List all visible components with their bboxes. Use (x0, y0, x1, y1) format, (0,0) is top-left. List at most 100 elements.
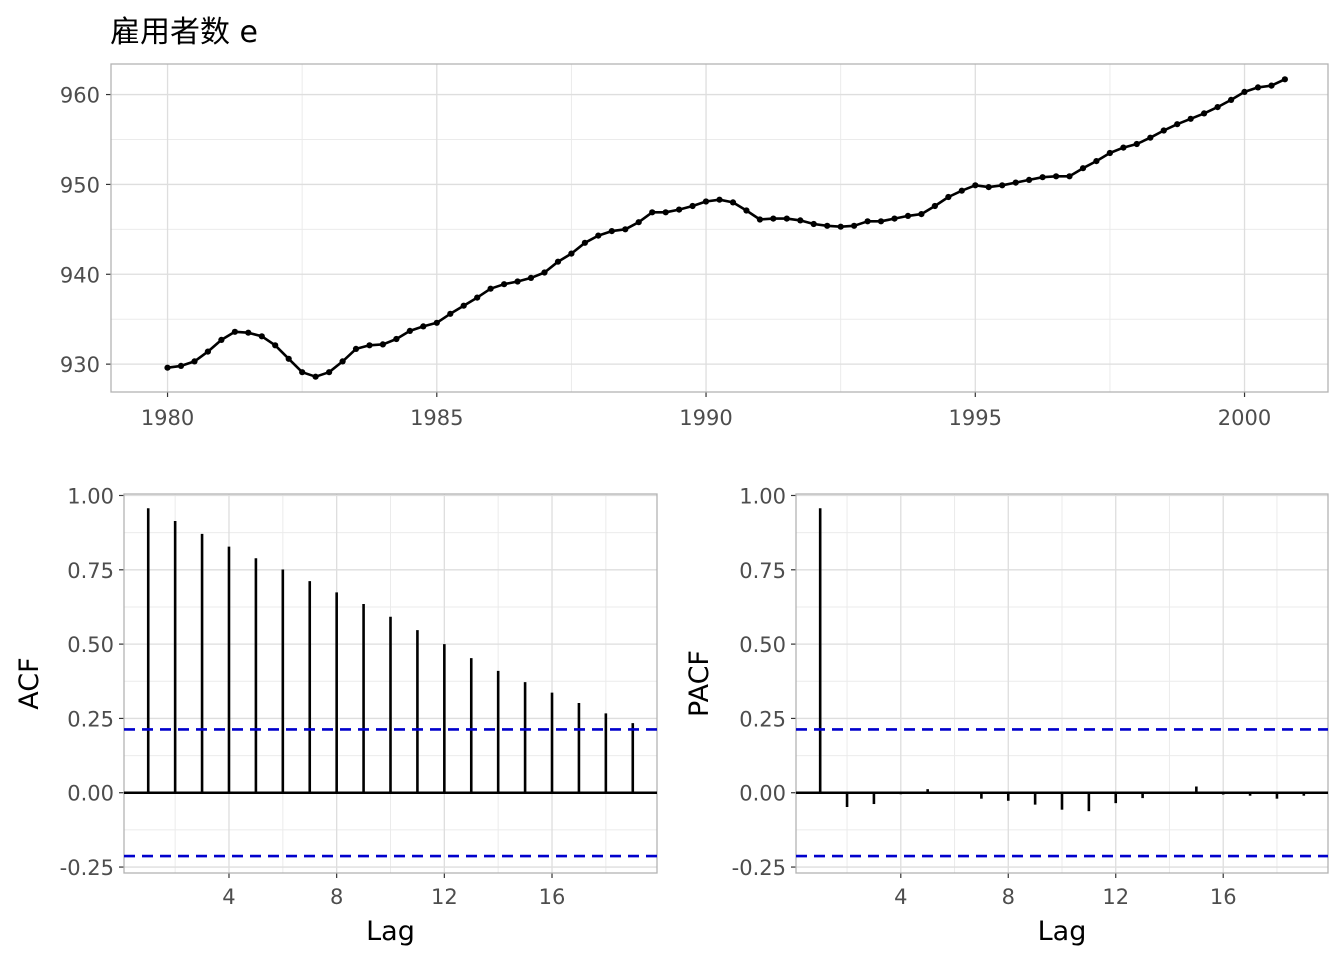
data-point (245, 329, 252, 336)
y-tick-label: 0.75 (67, 559, 114, 583)
data-point (689, 202, 696, 210)
data-point (608, 228, 615, 235)
data-point (1241, 88, 1248, 95)
panel-border (110, 63, 1329, 393)
data-point (783, 215, 790, 222)
data-point (999, 182, 1006, 189)
data-point (622, 226, 629, 233)
data-point (1120, 144, 1127, 151)
data-point (1268, 82, 1275, 89)
panel-border (795, 493, 1329, 874)
data-point (1093, 158, 1100, 165)
data-point (1012, 179, 1019, 186)
x-tick-label: 12 (431, 885, 458, 909)
data-point (958, 187, 965, 194)
data-point (272, 342, 279, 349)
x-axis-title: Lag (1038, 916, 1087, 947)
data-point (312, 373, 319, 380)
y-tick-label: 0.00 (739, 782, 786, 806)
data-point (918, 211, 925, 218)
data-point (1147, 134, 1154, 141)
data-point (877, 218, 885, 225)
data-point (581, 239, 589, 246)
data-point (1039, 174, 1046, 181)
x-tick-label: 8 (330, 885, 343, 909)
data-point (379, 341, 386, 348)
data-point (810, 220, 817, 228)
x-tick-label: 2000 (1218, 406, 1271, 430)
data-point (366, 342, 373, 349)
data-point (218, 336, 225, 343)
data-point (1133, 140, 1140, 148)
plot-background (111, 64, 1328, 392)
data-point (1228, 96, 1235, 103)
data-point (985, 184, 992, 191)
data-point (1201, 110, 1208, 117)
y-tick-label: 0.50 (67, 633, 114, 657)
data-point (635, 219, 642, 226)
y-tick-label: 0.25 (739, 707, 786, 731)
data-point (527, 274, 535, 281)
acf-panel: 4 8 12 16 -0.25 0.00 0.25 0.50 0.75 1.00 Lag ACF (14, 484, 658, 947)
y-tick-label: 0.00 (67, 782, 114, 806)
data-point (541, 269, 548, 276)
data-point (231, 328, 238, 335)
data-point (406, 327, 413, 334)
y-axis-title: ACF (14, 657, 45, 709)
data-point (204, 348, 211, 355)
y-tick-label: 0.25 (67, 707, 114, 731)
x-tick-label: 1990 (679, 406, 732, 430)
data-point (716, 196, 723, 203)
data-point (1079, 165, 1087, 172)
data-point (676, 206, 683, 213)
data-point (743, 207, 750, 214)
data-point (770, 215, 777, 222)
data-point (164, 364, 171, 371)
data-point (501, 281, 508, 288)
data-point (258, 333, 265, 340)
data-point (352, 345, 360, 352)
data-point (1106, 149, 1113, 157)
data-point (299, 369, 306, 376)
data-point (904, 212, 912, 219)
data-point (433, 319, 440, 326)
data-point (487, 285, 494, 292)
data-point (1053, 173, 1060, 180)
data-point (851, 222, 858, 229)
y-tick-label: 1.00 (67, 484, 114, 508)
y-tick-label: -0.25 (60, 856, 114, 880)
panel-border (123, 493, 658, 874)
data-point (1281, 76, 1288, 83)
data-point (837, 223, 844, 230)
y-tick-label: 930 (60, 353, 100, 377)
data-point (797, 217, 804, 224)
data-point (568, 250, 575, 257)
data-point (1026, 176, 1033, 183)
x-axis-title: Lag (366, 916, 415, 947)
data-point (177, 362, 185, 369)
x-tick-label: 4 (222, 885, 235, 909)
data-point (756, 216, 764, 223)
pacf-panel: 4 8 12 16 -0.25 0.00 0.25 0.50 0.75 1.00 Lag PACF (684, 484, 1329, 947)
x-tick-label: 16 (539, 885, 566, 909)
data-point (326, 369, 333, 376)
data-point (864, 218, 871, 225)
x-tick-label: 1985 (410, 406, 463, 430)
data-point (514, 278, 521, 285)
y-tick-label: 940 (60, 263, 100, 287)
data-point (649, 209, 656, 216)
data-point (595, 232, 602, 239)
data-point (729, 199, 737, 206)
y-tick-label: 960 (60, 84, 100, 108)
y-tick-label: 950 (60, 173, 100, 197)
data-point (1066, 173, 1073, 180)
timeseries-panel: 1980 1985 1990 1995 2000 930 940 950 960 (60, 63, 1329, 430)
data-point (1174, 121, 1181, 128)
data-point (891, 215, 898, 222)
data-point (447, 310, 454, 317)
data-point (339, 358, 346, 365)
x-tick-label: 16 (1210, 885, 1237, 909)
x-tick-label: 8 (1002, 885, 1015, 909)
y-tick-label: 0.75 (739, 559, 786, 583)
data-point (285, 355, 292, 362)
